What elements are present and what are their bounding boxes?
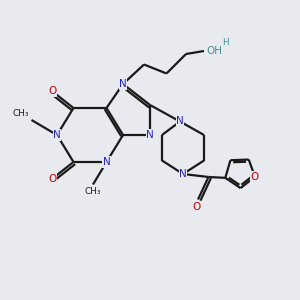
Text: N: N — [179, 169, 187, 179]
Text: CH₃: CH₃ — [13, 109, 29, 118]
Text: O: O — [48, 86, 57, 97]
Text: N: N — [176, 116, 184, 127]
Text: CH₃: CH₃ — [85, 188, 101, 196]
Text: H: H — [222, 38, 229, 47]
Text: OH: OH — [206, 46, 223, 56]
Text: N: N — [119, 79, 127, 89]
Text: O: O — [48, 173, 57, 184]
Text: O: O — [192, 202, 201, 212]
Text: N: N — [103, 157, 110, 167]
Text: O: O — [251, 172, 259, 182]
Text: N: N — [53, 130, 61, 140]
Text: N: N — [146, 130, 154, 140]
